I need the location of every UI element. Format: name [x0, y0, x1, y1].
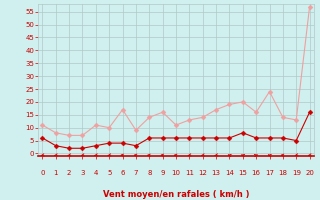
X-axis label: Vent moyen/en rafales ( km/h ): Vent moyen/en rafales ( km/h )	[103, 190, 249, 199]
